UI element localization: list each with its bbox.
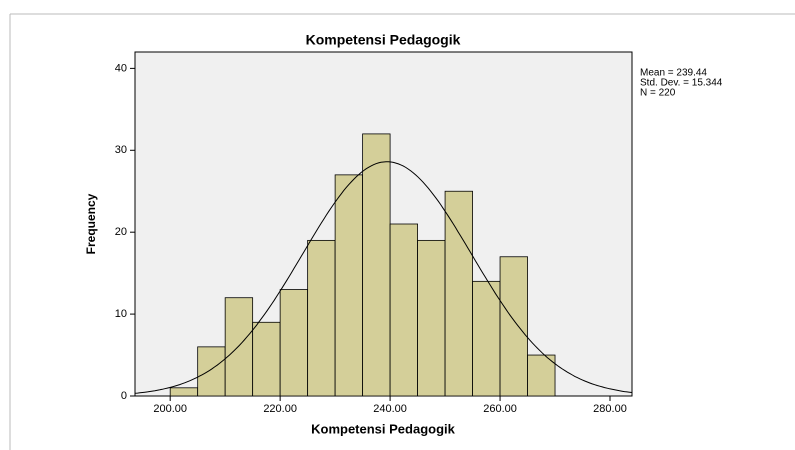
normal-curve (134, 161, 633, 394)
x-tick-label: 220.00 (263, 403, 297, 415)
chart-title: Kompetensi Pedagogik (306, 32, 461, 48)
stat-label: Mean = 239.44 (640, 68, 707, 79)
x-tick-label: 200.00 (153, 403, 187, 415)
bar (334, 174, 364, 397)
y-tick-label: 0 (121, 390, 127, 402)
bar (307, 239, 336, 397)
bar (389, 223, 418, 397)
y-tick-label: 10 (115, 308, 127, 320)
bar (527, 354, 556, 397)
bar (252, 321, 281, 397)
bar (444, 190, 473, 397)
x-tick-label: 260.00 (483, 403, 517, 415)
stat-label: Std. Dev. = 15.344 (640, 78, 723, 89)
bar (224, 297, 254, 397)
bar (169, 387, 199, 397)
bar (279, 289, 309, 397)
y-tick-label: 20 (115, 226, 127, 238)
stat-label: N = 220 (640, 88, 676, 99)
bar (417, 239, 446, 397)
bar (472, 280, 501, 397)
bar (197, 346, 226, 397)
x-tick-label: 240.00 (373, 403, 407, 415)
y-axis-label: Frequency (84, 193, 98, 254)
bar (362, 133, 391, 397)
y-tick-label: 40 (115, 62, 127, 74)
x-axis-label: Kompetensi Pedagogik (311, 421, 456, 436)
bar (499, 256, 528, 397)
y-tick-label: 30 (115, 144, 127, 156)
x-tick-label: 280.00 (593, 403, 627, 415)
